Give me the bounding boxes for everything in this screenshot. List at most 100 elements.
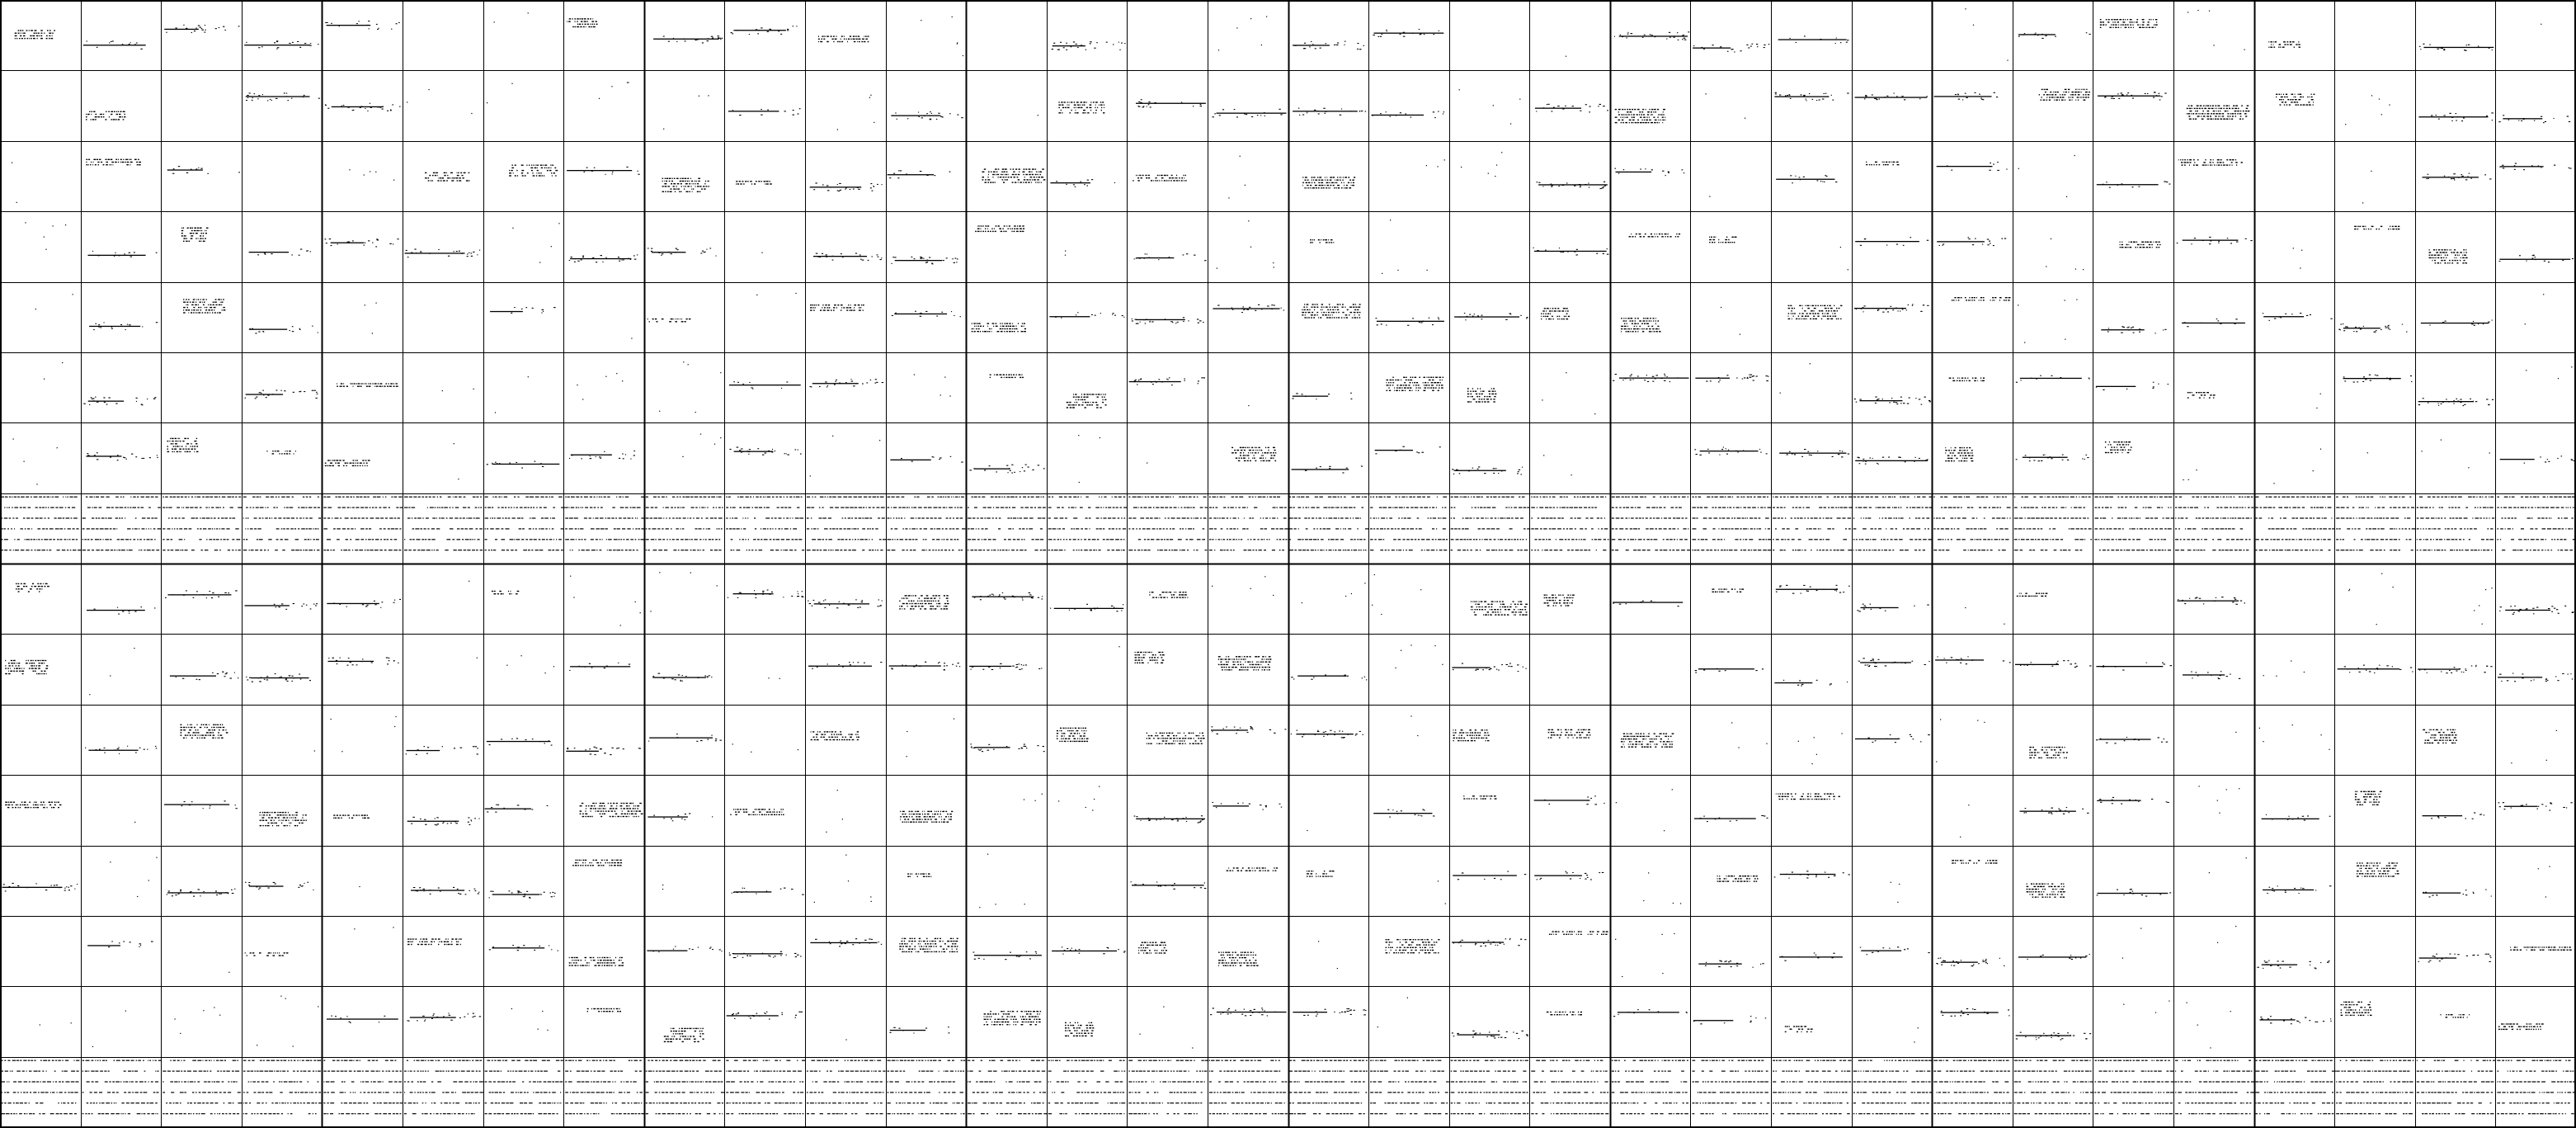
data-mark — [708, 95, 709, 97]
data-mark — [65, 517, 70, 519]
data-mark — [1386, 324, 1387, 326]
data-mark — [4, 496, 8, 498]
data-mark — [921, 257, 923, 259]
data-mark — [1283, 309, 1285, 311]
data-mark — [2105, 24, 2107, 26]
data-mark — [1302, 182, 1304, 184]
data-mark — [1326, 317, 1329, 319]
data-mark — [254, 528, 257, 530]
data-mark — [154, 517, 158, 519]
data-mark — [2218, 107, 2220, 110]
data-mark — [667, 251, 671, 253]
data-mark — [1747, 376, 1749, 378]
data-mark — [1546, 308, 1549, 309]
data-mark — [511, 164, 513, 166]
data-mark — [2126, 243, 2128, 246]
data-mark — [1314, 182, 1316, 184]
data-mark — [866, 382, 869, 384]
data-mark — [1399, 389, 1401, 391]
data-mark — [699, 433, 702, 435]
data-mark — [1566, 310, 1569, 312]
data-mark — [1235, 452, 1237, 454]
data-mark — [249, 507, 252, 508]
data-mark — [270, 496, 274, 498]
data-mark — [742, 181, 744, 182]
data-mark — [1866, 161, 1867, 163]
data-mark — [1552, 315, 1553, 318]
data-mark — [8, 496, 12, 498]
data-mark — [2129, 21, 2131, 23]
data-mark — [1967, 237, 1970, 238]
data-mark — [191, 301, 195, 303]
data-mark — [2445, 252, 2447, 253]
data-mark — [1428, 376, 1430, 378]
data-mark — [1705, 93, 1707, 95]
data-mark — [1266, 452, 1269, 454]
data-mark — [123, 456, 125, 458]
data-mark — [2355, 326, 2357, 328]
data-mark — [224, 29, 226, 31]
data-mark — [1647, 121, 1650, 124]
data-mark — [2240, 162, 2243, 163]
data-mark — [1964, 92, 1966, 94]
data-mark — [1961, 380, 1963, 382]
data-mark — [2022, 456, 2068, 458]
data-mark — [428, 89, 430, 91]
data-mark — [2153, 19, 2154, 21]
data-mark — [1693, 47, 1731, 49]
data-mark — [1251, 446, 1254, 449]
data-mark — [857, 304, 860, 306]
data-mark — [1558, 315, 1561, 318]
data-mark — [363, 244, 365, 246]
data-mark — [850, 379, 852, 380]
data-mark — [94, 116, 97, 118]
data-mark — [2210, 164, 2211, 166]
data-mark — [2121, 94, 2124, 96]
data-mark — [1430, 382, 1434, 384]
data-mark — [622, 458, 624, 460]
data-mark — [1957, 377, 1959, 379]
data-mark — [1136, 174, 1137, 177]
data-mark — [2018, 35, 2020, 37]
data-mark — [2104, 451, 2107, 454]
data-mark — [2397, 225, 2400, 228]
data-mark — [550, 164, 552, 166]
data-mark — [179, 437, 181, 440]
data-mark — [1345, 317, 1349, 319]
data-mark — [1961, 457, 1963, 460]
data-mark — [146, 539, 150, 540]
data-mark — [1953, 455, 1957, 456]
data-mark — [1963, 460, 1966, 462]
data-mark — [1809, 93, 1811, 95]
data-mark — [1751, 43, 1754, 45]
data-mark — [217, 312, 219, 314]
data-mark — [192, 233, 195, 234]
data-mark — [667, 40, 670, 42]
data-mark — [1875, 161, 1877, 163]
data-mark — [1820, 304, 1822, 307]
data-mark — [262, 389, 264, 391]
data-mark — [1553, 310, 1556, 312]
data-mark — [574, 18, 576, 20]
data-mark — [2120, 26, 2122, 28]
data-mark — [1388, 389, 1392, 391]
data-mark — [1076, 112, 1079, 114]
data-mark — [1250, 246, 1252, 248]
data-mark — [1964, 377, 1966, 379]
data-mark — [205, 309, 208, 311]
data-mark — [2461, 174, 2463, 176]
data-mark — [1997, 162, 1999, 163]
data-mark — [17, 32, 20, 34]
data-mark — [2477, 45, 2479, 47]
data-mark — [459, 180, 462, 182]
data-mark — [140, 507, 144, 508]
data-mark — [360, 383, 362, 385]
data-mark — [1249, 306, 1251, 308]
data-mark — [246, 539, 248, 540]
data-mark — [1958, 460, 1960, 462]
data-mark — [49, 539, 52, 540]
data-mark — [1787, 307, 1791, 309]
data-mark — [105, 158, 107, 160]
data-mark — [1037, 179, 1039, 181]
data-mark — [2083, 269, 2084, 271]
